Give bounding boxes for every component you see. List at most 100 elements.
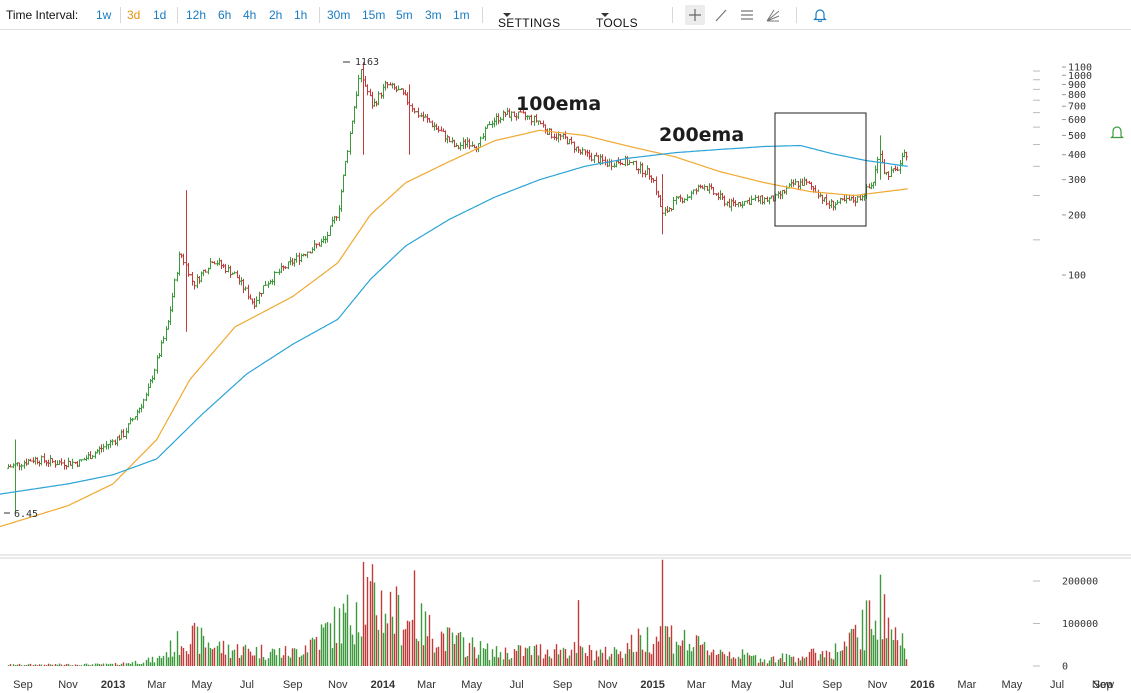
candles xyxy=(7,62,908,513)
candle xyxy=(120,429,123,440)
trendline-icon[interactable] xyxy=(711,5,731,25)
candle xyxy=(98,446,101,455)
interval-1m[interactable]: 1m xyxy=(453,8,470,22)
candle xyxy=(890,166,893,178)
interval-30m[interactable]: 30m xyxy=(327,8,351,22)
candle xyxy=(125,427,128,440)
time-tick-label: Sep xyxy=(283,679,303,691)
candle xyxy=(584,149,587,156)
candle xyxy=(127,423,130,434)
candle xyxy=(830,199,833,209)
candle xyxy=(311,247,314,254)
candle xyxy=(901,152,904,167)
candle xyxy=(140,403,143,413)
candle xyxy=(136,409,139,421)
candle xyxy=(65,464,68,470)
candle xyxy=(874,165,877,186)
candle xyxy=(216,260,219,266)
candle xyxy=(54,460,57,468)
interval-1h[interactable]: 1h xyxy=(294,8,308,22)
candle xyxy=(349,131,352,155)
time-axis: Sep Nov 2013 Mar May Jul Sep Nov 2014 Mar May Jul Se… xyxy=(13,679,1114,691)
candle xyxy=(9,464,12,468)
candle xyxy=(641,162,644,178)
candle xyxy=(34,456,37,465)
price-tick-label: 100 xyxy=(1068,271,1086,282)
interval-1w[interactable]: 1w xyxy=(96,8,112,22)
candle xyxy=(213,261,216,265)
interval-15m[interactable]: 15m xyxy=(362,8,386,22)
candle xyxy=(544,124,547,134)
time-tick-label: May xyxy=(731,679,752,691)
candle xyxy=(759,195,762,205)
alert-bell-marker[interactable] xyxy=(1110,126,1124,139)
time-tick-label: Sep xyxy=(823,679,843,691)
max-price-text: 1163 xyxy=(355,57,379,68)
candle xyxy=(539,120,542,125)
fan-icon[interactable] xyxy=(763,5,783,25)
candle xyxy=(519,109,522,113)
price-tick-label: 400 xyxy=(1068,150,1086,161)
candle xyxy=(493,117,496,128)
annotation-200ema: 200ema xyxy=(659,124,744,146)
interval-4h[interactable]: 4h xyxy=(243,8,257,22)
alert-bell-icon[interactable] xyxy=(810,5,830,25)
candle xyxy=(721,192,724,201)
candle xyxy=(666,205,669,213)
candle xyxy=(313,240,316,252)
candle xyxy=(448,136,451,143)
candle xyxy=(253,298,256,309)
candle xyxy=(420,112,423,118)
interval-2h[interactable]: 2h xyxy=(269,8,283,22)
candle xyxy=(573,141,576,153)
candle xyxy=(887,171,890,180)
crosshair-icon[interactable] xyxy=(685,5,705,25)
separator xyxy=(672,7,673,23)
candle xyxy=(382,84,385,99)
candle xyxy=(255,296,258,308)
candle xyxy=(659,194,662,208)
candle xyxy=(209,257,212,270)
horizontal-lines-icon[interactable] xyxy=(737,5,757,25)
candle xyxy=(162,336,165,344)
interval-5m[interactable]: 5m xyxy=(396,8,413,22)
candle xyxy=(240,277,243,286)
candle xyxy=(142,398,145,409)
tools-menu[interactable]: TOOLS xyxy=(596,8,638,30)
price-tick-label: 300 xyxy=(1068,175,1086,186)
interval-12h[interactable]: 12h xyxy=(186,8,207,22)
candle xyxy=(346,150,349,164)
candle xyxy=(353,105,356,124)
settings-menu[interactable]: SETTINGS xyxy=(498,8,560,30)
candle xyxy=(267,281,270,288)
candle xyxy=(488,121,491,126)
interval-1d[interactable]: 1d xyxy=(153,8,167,22)
candle xyxy=(244,286,247,291)
candle xyxy=(320,238,323,247)
candle xyxy=(468,138,471,150)
separator xyxy=(177,7,178,23)
volume-tick-label: 0 xyxy=(1062,662,1068,673)
time-tick-label: Jul xyxy=(779,679,793,691)
candle xyxy=(748,197,751,205)
candle xyxy=(564,131,567,140)
candle xyxy=(530,114,533,126)
candle xyxy=(588,150,591,160)
candle xyxy=(550,128,553,139)
candle xyxy=(51,457,54,464)
candle xyxy=(692,189,695,195)
interval-3d[interactable]: 3d xyxy=(127,8,141,22)
candle xyxy=(191,271,194,286)
price-tick-label: 600 xyxy=(1068,115,1086,126)
candle xyxy=(708,183,711,194)
interval-6h[interactable]: 6h xyxy=(218,8,232,22)
candle xyxy=(32,457,35,464)
settings-label: SETTINGS xyxy=(498,16,561,30)
candle xyxy=(899,160,902,174)
candle xyxy=(743,200,746,206)
candle xyxy=(23,460,26,469)
interval-3m[interactable]: 3m xyxy=(425,8,442,22)
candle xyxy=(49,454,52,467)
candle xyxy=(298,252,301,265)
